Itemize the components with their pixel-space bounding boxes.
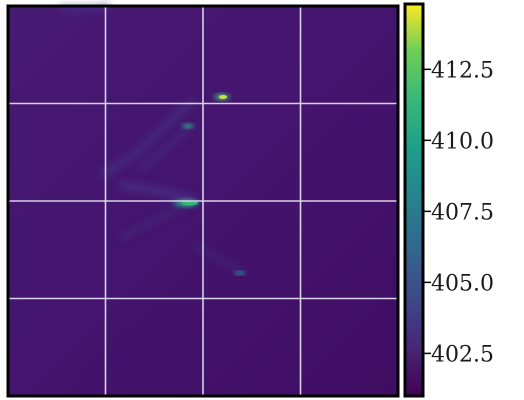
- colorbar-tick-label: 410.0: [431, 129, 494, 154]
- colorbar-tick-label: 405.0: [431, 271, 494, 296]
- hotspot-4: [234, 271, 246, 276]
- colorbar-tick-label: 412.5: [431, 58, 494, 83]
- colorbar-tick-label: 407.5: [431, 200, 494, 225]
- colorbar: 412.5 410.0 407.5 405.0 402.5: [400, 0, 524, 400]
- heatmap: [0, 0, 400, 400]
- colorbar-tick-label: 402.5: [431, 342, 494, 367]
- colorbar-ticks: 412.5 410.0 407.5 405.0 402.5: [423, 58, 494, 367]
- colorbar-gradient: [405, 4, 423, 396]
- hotspot-2: [180, 123, 196, 129]
